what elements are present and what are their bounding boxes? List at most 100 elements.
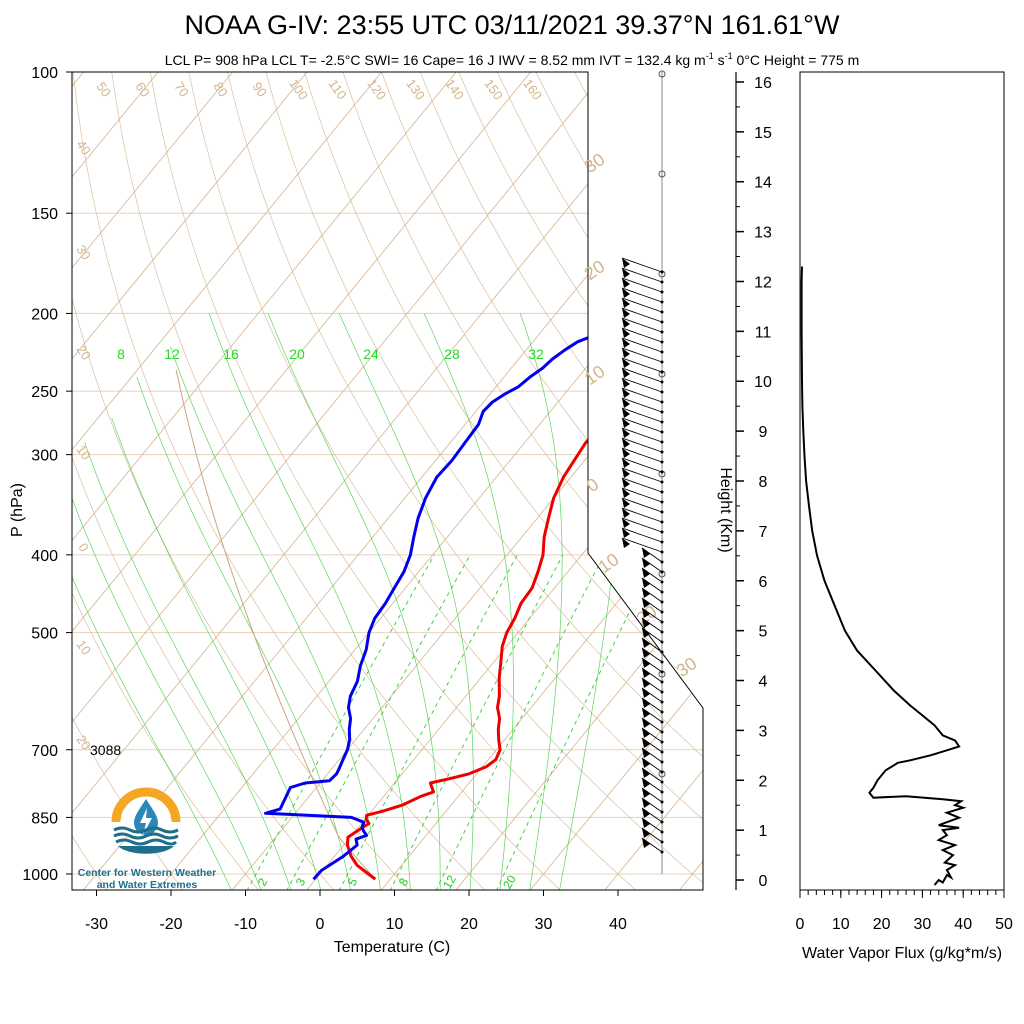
- moist-adiabat-label: 8: [117, 346, 125, 362]
- skewt-background-labels: 50 60 70 80 90 100 110 120 130 140 150 160403020100…: [73, 76, 700, 891]
- isotherm-line: [72, 72, 84, 890]
- wind-barb-flag: [622, 518, 630, 528]
- wind-barb-dot: [660, 270, 664, 274]
- wind-barb-flag: [642, 608, 650, 618]
- height-tick-label: 16: [754, 75, 772, 92]
- isotherm-line: [72, 72, 308, 890]
- wind-barb-flag: [642, 618, 650, 628]
- wind-barb: [641, 787, 663, 803]
- isotherm-line: [72, 72, 680, 890]
- dry-adiabat-line: [111, 72, 562, 890]
- isotherm-label: 140: [442, 76, 467, 102]
- flux-tick-label: 30: [914, 916, 932, 933]
- wind-barb: [641, 717, 663, 733]
- wind-barb-flag: [622, 478, 630, 488]
- wind-barb: [641, 637, 663, 653]
- wind-barb-flag: [622, 358, 630, 368]
- wind-barb-flag: [642, 748, 650, 758]
- wind-barb-dot: [660, 600, 664, 604]
- wind-barb: [621, 307, 663, 323]
- dry-adiabat-line: [188, 72, 703, 890]
- dewpoint-trace: [264, 286, 662, 881]
- isotherm-line: [72, 72, 382, 890]
- adiabat-label: 0: [583, 474, 603, 496]
- flux-tick-label: 10: [832, 916, 850, 933]
- wind-barb-dot: [660, 400, 664, 404]
- wind-barb-flag: [622, 398, 630, 408]
- isotherm-line: [72, 72, 606, 890]
- wind-barb-flag: [642, 718, 650, 728]
- x-tick-label: 0: [316, 916, 325, 933]
- parcel-path: [175, 369, 376, 880]
- wind-barb-dot: [660, 820, 664, 824]
- isotherm-line: [72, 72, 233, 890]
- wind-barb-dot: [660, 610, 664, 614]
- flux-frame: [799, 71, 1005, 891]
- height-ring-marker: [658, 170, 666, 178]
- wind-barb-flag: [622, 288, 630, 298]
- wind-barb-dot: [660, 690, 664, 694]
- height-tick-label: 8: [759, 474, 768, 491]
- y-tick-label: 700: [31, 743, 58, 760]
- height-tick-label: 9: [759, 424, 768, 441]
- isotherm-left-label: 10: [73, 637, 94, 657]
- y-tick-label: 850: [31, 810, 58, 827]
- skewt-frame: [71, 71, 704, 891]
- wind-barb: [621, 487, 663, 503]
- mixing-ratio-label: 8: [396, 875, 412, 888]
- wind-barb: [621, 287, 663, 303]
- skewt-traces: [175, 286, 703, 881]
- dry-adiabat-line: [574, 72, 703, 890]
- dry-adiabat-line: [72, 72, 335, 890]
- stats-exp-1: -1: [706, 51, 714, 61]
- wind-barb-flag: [642, 738, 650, 748]
- wind-barb-dot: [660, 290, 664, 294]
- isotherm-line: [72, 72, 457, 890]
- wind-barb-dot: [660, 410, 664, 414]
- wind-barb: [641, 667, 663, 683]
- height-tick-label: 0: [759, 873, 768, 890]
- dry-adiabat-line: [265, 72, 703, 890]
- moist-adiabat-line: [519, 313, 563, 890]
- adiabat-label: 20: [581, 256, 609, 284]
- wind-barb-dot: [660, 430, 664, 434]
- wind-barb: [621, 517, 663, 533]
- mixing-ratio-line: [389, 554, 564, 890]
- dry-adiabat-line: [651, 72, 703, 890]
- dry-adiabat-line: [535, 72, 703, 890]
- wind-barb-dot: [660, 620, 664, 624]
- isotherm-line: [305, 72, 703, 890]
- wind-barb-dot: [660, 590, 664, 594]
- wind-barb: [621, 497, 663, 513]
- wind-barb-dot: [660, 740, 664, 744]
- wind-barb-dot: [660, 830, 664, 834]
- wind-barb-flag: [622, 338, 630, 348]
- wind-barb: [641, 557, 663, 573]
- x-tick-label: -20: [159, 916, 182, 933]
- wind-barb-dot: [660, 750, 664, 754]
- wind-barb-dot: [660, 840, 664, 844]
- wind-barb: [621, 507, 663, 523]
- wind-barb: [621, 437, 663, 453]
- moist-adiabat-line: [72, 498, 232, 890]
- y-tick-label: 250: [31, 384, 58, 401]
- isotherm-line: [0, 72, 9, 891]
- isotherm-left-label: 40: [73, 137, 94, 157]
- height-tick-label: 15: [754, 125, 772, 142]
- wind-barb-column: [621, 70, 666, 874]
- wind-barb-flag: [642, 808, 650, 818]
- wind-barb-flag: [642, 558, 650, 568]
- mixing-ratio-label: 12: [440, 872, 459, 891]
- wind-barb-dot: [660, 450, 664, 454]
- wind-barb-dot: [660, 480, 664, 484]
- wind-barb: [641, 647, 663, 663]
- wind-barb-flag: [642, 688, 650, 698]
- wind-barb-dot: [660, 630, 664, 634]
- logo-name-line2: and Water Extremes: [97, 879, 198, 891]
- wind-barb-dot: [660, 350, 664, 354]
- moist-adiabat-label: 16: [223, 346, 239, 362]
- mixing-ratio-label: 20: [500, 872, 519, 891]
- height-tick-label: 12: [754, 274, 772, 291]
- wind-barb-flag: [642, 628, 650, 638]
- moist-adiabat-label: 12: [164, 346, 180, 362]
